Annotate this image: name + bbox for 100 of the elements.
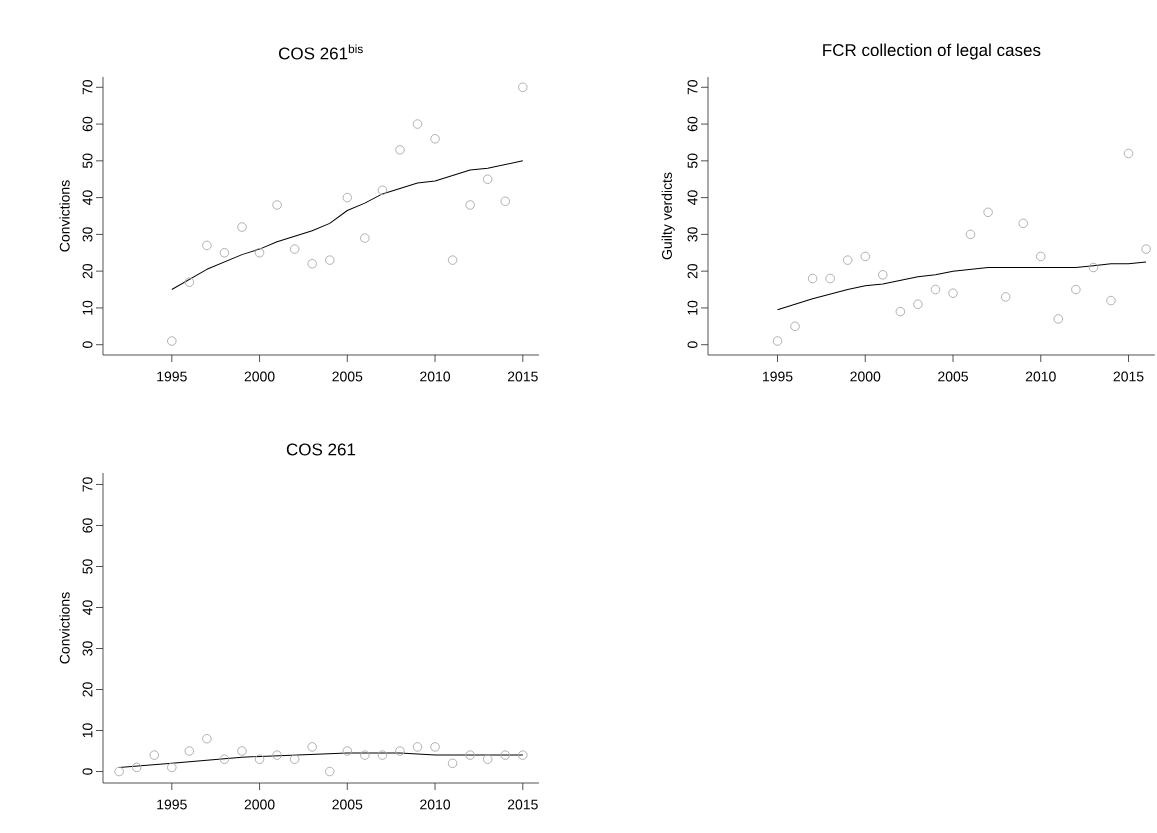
y-tick-label: 0 — [82, 341, 93, 349]
point — [983, 207, 993, 218]
x-tick-label: 1995 — [763, 371, 793, 382]
point — [219, 248, 230, 258]
x-tick-label: 2005 — [938, 371, 968, 382]
point — [482, 174, 493, 184]
point — [377, 185, 388, 195]
x-tick-label: 2005 — [332, 799, 363, 810]
chart-title: COS 261$^{bis}$ — [279, 44, 363, 60]
point — [342, 192, 353, 203]
point — [131, 762, 142, 773]
x-tick-label: 2015 — [507, 799, 538, 810]
point — [430, 742, 440, 752]
y-tick-label: 20 — [82, 263, 93, 279]
x-tick-label: 2010 — [420, 799, 451, 810]
y-tick-label: 10 — [687, 300, 698, 315]
point — [167, 762, 177, 773]
chart-title: FCR collection of legal cases — [823, 43, 1041, 60]
y-tick-label: 70 — [82, 80, 93, 95]
point — [184, 746, 195, 756]
point — [395, 746, 405, 756]
point — [948, 288, 958, 298]
point — [307, 742, 317, 752]
y-tick-label: 40 — [82, 190, 93, 206]
point — [447, 255, 458, 265]
y-tick-label: 50 — [82, 559, 93, 574]
point — [500, 196, 510, 207]
point — [913, 299, 923, 309]
y-tick-label: 40 — [687, 190, 698, 206]
point — [342, 746, 353, 756]
point — [254, 248, 265, 258]
point — [807, 273, 818, 284]
point — [254, 754, 265, 764]
y-tick-label: 60 — [687, 116, 698, 132]
point — [395, 145, 405, 155]
point — [860, 251, 871, 262]
y-tick-label: 20 — [82, 682, 93, 697]
point — [878, 270, 888, 280]
point — [237, 222, 247, 232]
point — [825, 273, 835, 284]
point — [1071, 284, 1081, 295]
point — [289, 244, 300, 254]
point — [430, 134, 440, 144]
y-axis-title: Guilty verdicts — [661, 172, 675, 260]
y-tick-label: 0 — [82, 768, 93, 775]
point — [377, 750, 388, 760]
point — [202, 240, 212, 251]
y-tick-label: 50 — [82, 153, 93, 169]
point — [412, 742, 423, 752]
y-axis-title: Convictions — [59, 180, 70, 252]
point — [1141, 244, 1151, 254]
y-tick-label: 60 — [82, 518, 93, 533]
y-tick-label: 40 — [82, 600, 93, 615]
point — [930, 284, 941, 295]
point — [307, 259, 317, 269]
y-tick-label: 30 — [687, 227, 698, 242]
point — [272, 200, 282, 210]
point — [1018, 218, 1028, 229]
y-tick-label: 60 — [82, 116, 93, 132]
y-tick-label: 0 — [687, 341, 698, 349]
point — [790, 321, 800, 332]
point — [325, 255, 335, 265]
point — [360, 233, 370, 243]
point — [202, 733, 212, 744]
point — [1000, 292, 1011, 302]
point — [518, 750, 528, 760]
x-tick-label: 2015 — [1113, 371, 1144, 382]
chart-title: COS 261 — [286, 443, 356, 456]
point — [1036, 251, 1046, 262]
point — [965, 229, 976, 240]
point — [465, 200, 475, 210]
point — [518, 82, 528, 93]
point — [1106, 295, 1116, 306]
point — [360, 750, 370, 760]
x-tick-label: 1995 — [157, 799, 187, 810]
x-tick-label: 2015 — [507, 371, 538, 382]
point — [272, 750, 282, 760]
point — [167, 336, 177, 346]
y-tick-label: 30 — [82, 641, 93, 656]
point — [184, 277, 195, 287]
y-tick-label: 70 — [687, 80, 698, 95]
point — [237, 746, 247, 756]
point — [465, 750, 475, 760]
x-tick-label: 2005 — [332, 371, 363, 382]
point — [500, 750, 510, 760]
y-tick-label: 20 — [687, 263, 698, 279]
point — [447, 758, 458, 769]
y-tick-label: 10 — [82, 300, 93, 315]
point — [114, 766, 124, 777]
y-tick-label: 30 — [82, 227, 93, 242]
point — [1123, 148, 1134, 159]
point — [325, 766, 335, 777]
y-axis-title: Convictions — [59, 592, 70, 664]
point — [842, 255, 853, 265]
point — [289, 754, 300, 764]
x-tick-label: 1995 — [157, 371, 187, 382]
point — [895, 306, 906, 317]
point — [1053, 314, 1064, 324]
point — [149, 750, 159, 760]
point — [219, 754, 230, 764]
